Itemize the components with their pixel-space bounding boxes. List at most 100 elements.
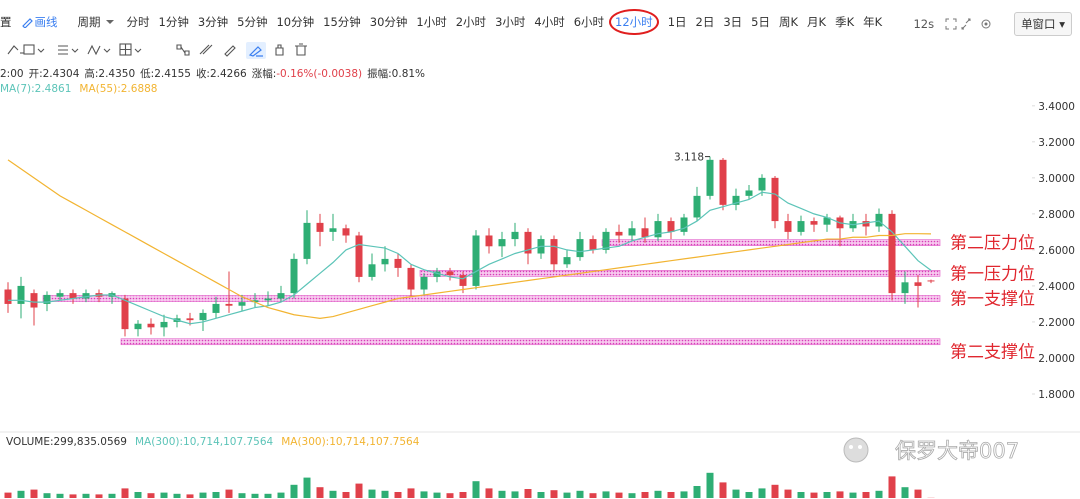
volume-bar: [459, 492, 467, 498]
volume-bar: [680, 491, 688, 498]
volume-bar: [576, 490, 584, 498]
candle-body: [420, 276, 428, 290]
volume-bar: [303, 477, 311, 498]
volume-bar: [355, 483, 363, 498]
period-button[interactable]: 2日: [695, 15, 715, 29]
volume-bar: [329, 490, 337, 498]
info-item: 高:2.4350: [84, 68, 136, 80]
volume-bar: [212, 492, 220, 498]
volume-bar: [836, 491, 844, 498]
volume-bar: [394, 492, 402, 498]
candle-body: [342, 228, 350, 236]
volume-bar: [602, 491, 610, 498]
period-button[interactable]: 月K: [807, 15, 827, 29]
volume-bar: [654, 490, 662, 498]
ohlc-info: 2:00 开:2.4304 高:2.4350 低:2.4155 收:2.4266 涨幅:-…: [0, 66, 430, 81]
volume-bar: [745, 492, 753, 498]
period-button[interactable]: 3小时: [495, 15, 526, 29]
period-button[interactable]: 4小时: [534, 15, 565, 29]
volume-bar: [589, 493, 597, 498]
candle-body: [602, 231, 610, 250]
peak-label: 3.118: [674, 152, 704, 164]
volume-bar: [511, 491, 519, 498]
candle-body: [914, 282, 922, 286]
volume-bar: [849, 492, 857, 498]
period-button[interactable]: 季K: [835, 15, 855, 29]
dropdown-arrow: [105, 20, 114, 24]
y-tick-label: 3.2000: [1038, 137, 1075, 149]
candle-body: [745, 190, 753, 196]
period-button[interactable]: 5分钟: [237, 15, 268, 29]
period-button[interactable]: 1小时: [416, 15, 447, 29]
window-icons: [945, 18, 991, 30]
volume-bar: [732, 489, 740, 498]
volume-bar: [277, 492, 285, 498]
period-button[interactable]: 周K: [779, 15, 799, 29]
volume-bar: [69, 494, 77, 498]
candle-body: [238, 302, 246, 306]
settings[interactable]: 置: [0, 15, 12, 29]
period-button[interactable]: 3分钟: [197, 15, 229, 29]
volume-bar: [472, 481, 480, 498]
info-item: 振幅:0.81%: [367, 68, 426, 80]
toolbar-right: 12s 单窗口 ▾: [913, 12, 1072, 36]
period-button[interactable]: 3日: [723, 15, 743, 29]
candle-body: [719, 159, 727, 205]
volume-label: MA(300):10,714,107.7564: [281, 436, 420, 448]
candle-body: [186, 318, 194, 321]
info-item: 涨幅:: [251, 68, 277, 80]
volume-label: MA(300):10,714,107.7564: [135, 436, 274, 448]
period-button[interactable]: 2小时: [455, 15, 487, 29]
refresh[interactable]: 12s: [913, 17, 935, 31]
volume-bar: [537, 492, 545, 498]
period-button[interactable]: 1分钟: [158, 15, 189, 29]
draw-button[interactable]: 画线: [34, 15, 58, 29]
volume-bar: [147, 493, 155, 498]
candle-body: [17, 285, 25, 304]
period-button[interactable]: 30分钟: [369, 15, 408, 29]
candle-body: [524, 231, 532, 254]
volume-bar: [17, 490, 25, 498]
candle-body: [433, 271, 441, 277]
watermark-text: 保罗大帝007: [895, 439, 1019, 463]
watermark: [843, 437, 869, 463]
candle-body: [368, 264, 376, 277]
period-button[interactable]: 10分钟: [276, 15, 315, 29]
period-button[interactable]: 5日: [751, 15, 770, 29]
candle-body: [628, 228, 636, 236]
volume-bar: [446, 493, 454, 498]
period-button[interactable]: 年K: [863, 15, 883, 29]
window-label: 单窗口: [1021, 17, 1056, 31]
level-label: 第二支撑位: [950, 343, 1035, 363]
volume-bar: [134, 492, 142, 498]
candle-body: [212, 303, 220, 313]
period-button[interactable]: 15分钟: [323, 15, 361, 29]
candle-body: [407, 267, 415, 290]
candle-body: [69, 293, 77, 299]
candle-body: [667, 221, 675, 232]
volume-bar: [251, 493, 259, 498]
candle-body: [225, 303, 233, 306]
period-button[interactable]: 6小时: [573, 15, 605, 29]
period-button[interactable]: 1日: [667, 15, 687, 29]
volume-bar: [875, 490, 883, 498]
period-button[interactable]: 12小时: [609, 9, 659, 35]
volume-bar: [121, 488, 129, 498]
volume-bar: [433, 492, 441, 498]
volume-bar: [641, 492, 649, 498]
volume-bar: [264, 493, 272, 498]
candle-body: [459, 275, 467, 286]
volume-bar: [550, 490, 558, 498]
period-button[interactable]: 分时: [126, 15, 150, 29]
candle-body: [511, 231, 519, 240]
level-band: [120, 338, 941, 346]
candle-body: [927, 280, 935, 282]
candle-body: [550, 239, 558, 265]
volume-bar: [485, 488, 493, 498]
period-label[interactable]: 周期: [77, 15, 101, 29]
window-button[interactable]: 单窗口 ▾: [1014, 12, 1072, 36]
volume-bar: [199, 492, 207, 498]
volume-bar: [407, 488, 415, 498]
